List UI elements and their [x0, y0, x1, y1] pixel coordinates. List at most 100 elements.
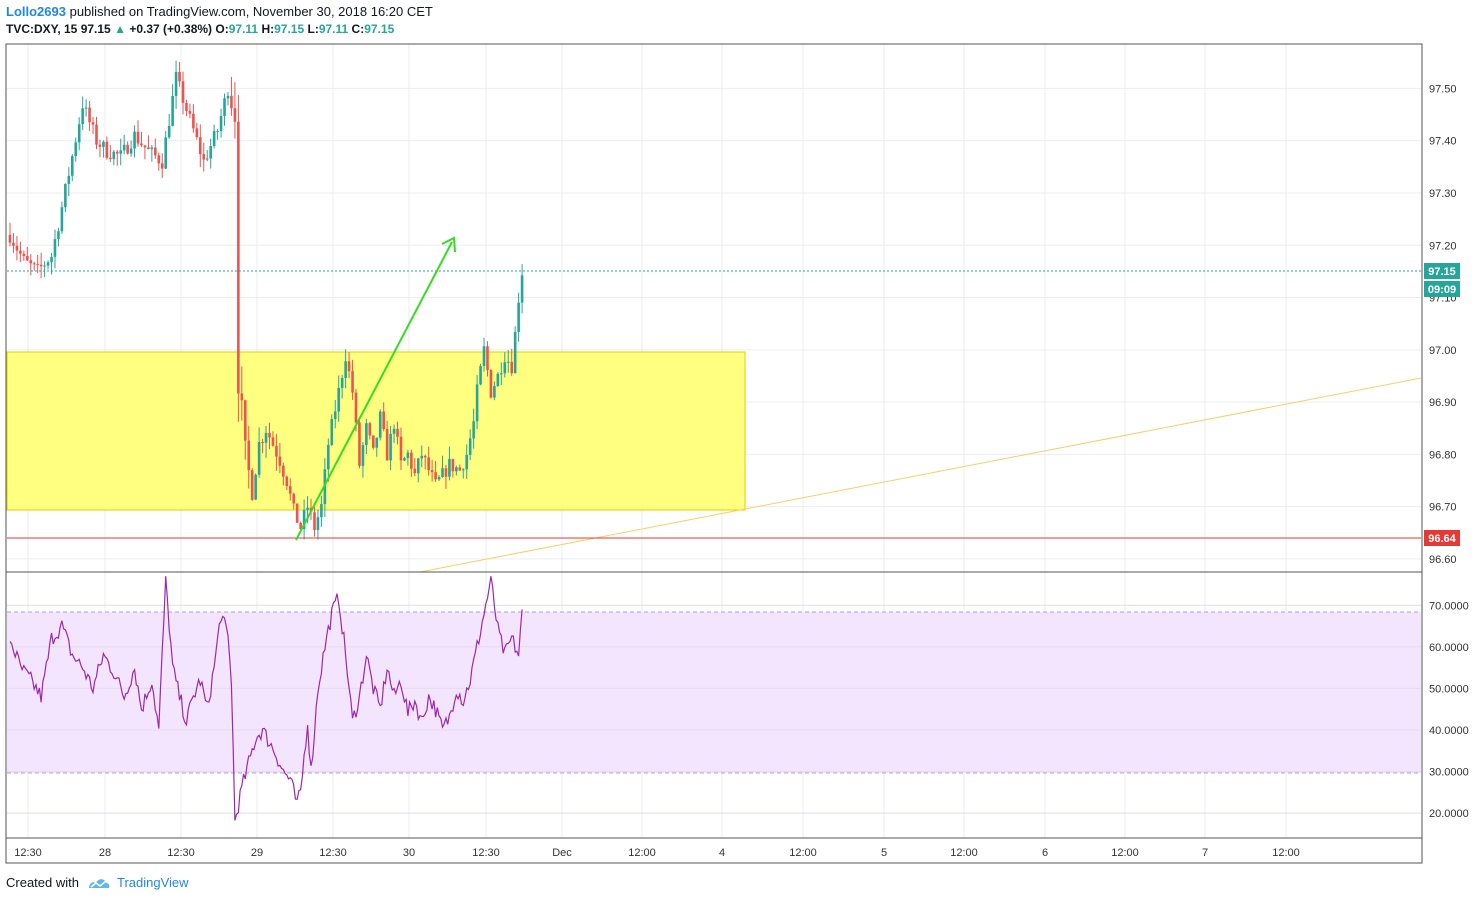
- symbol-label[interactable]: TVC:DXY, 15: [6, 22, 78, 36]
- candle-body: [209, 145, 212, 159]
- time-tick-label: 12:00: [628, 847, 656, 859]
- arrow-shaft: [295, 241, 453, 541]
- candle-body: [385, 429, 389, 461]
- candle-body: [216, 131, 219, 133]
- rsi-band: [7, 612, 1421, 773]
- open-value: 97.11: [228, 22, 259, 36]
- time-axis[interactable]: 12:30 28 12:30 29 12:30 30 12:30 Dec 12:00 4 12:00…: [14, 847, 1300, 859]
- candle-body: [185, 102, 188, 111]
- candle-body: [88, 107, 91, 123]
- candle-body: [167, 125, 171, 138]
- time-tick-label: 6: [1042, 847, 1048, 859]
- price-tick-label: 96.90: [1429, 397, 1457, 409]
- time-tick-label: Dec: [552, 847, 572, 859]
- candle-body: [288, 486, 292, 494]
- candle-body: [399, 436, 403, 461]
- candle-body: [500, 373, 503, 375]
- candle-body: [212, 131, 216, 146]
- candle-body: [250, 470, 254, 500]
- candle-body: [70, 156, 74, 176]
- candle-body: [437, 477, 441, 480]
- candle-body: [226, 95, 230, 99]
- candle-body: [230, 95, 233, 109]
- price-axis[interactable]: 97.5097.4097.3097.2097.1097.0096.9096.80…: [1429, 83, 1457, 565]
- candle-body: [105, 141, 109, 158]
- candle-body: [441, 468, 444, 478]
- candle-body: [36, 263, 39, 265]
- candle-body: [115, 151, 119, 154]
- up-arrow-icon: ▲: [114, 22, 126, 36]
- candle-body: [19, 250, 22, 254]
- price-tick-label: 96.60: [1429, 554, 1457, 566]
- candle-body: [275, 445, 278, 457]
- last-price-badge: 97.15: [1424, 263, 1460, 279]
- open-label: O:: [215, 22, 229, 36]
- candle-body: [119, 150, 123, 154]
- tradingview-logo-icon: [88, 878, 110, 888]
- candle-body: [510, 361, 513, 374]
- candle-body: [147, 147, 150, 150]
- support-zone[interactable]: [6, 351, 746, 511]
- high-label: H:: [261, 22, 275, 36]
- time-tick-label: 5: [881, 847, 887, 859]
- candle-body: [461, 469, 465, 471]
- candle-body: [347, 361, 351, 372]
- price-tick-label: 97.50: [1429, 83, 1457, 95]
- author-link[interactable]: Lollo2693: [6, 4, 66, 19]
- candle-body: [247, 440, 251, 471]
- candle-body: [84, 107, 88, 109]
- candle-body: [493, 386, 496, 398]
- tradingview-link[interactable]: TradingView: [116, 875, 189, 890]
- candle-body: [430, 470, 434, 473]
- projection-arrow[interactable]: [295, 236, 456, 541]
- rsi-tick-label: 40.0000: [1429, 725, 1469, 737]
- candle-body: [475, 384, 479, 422]
- rsi-grid: [7, 604, 1421, 814]
- candle-body: [472, 421, 475, 439]
- candle-body: [95, 124, 98, 145]
- arrow-head-icon: [441, 236, 456, 253]
- candle-body: [261, 441, 264, 443]
- rsi-line: [9, 576, 523, 821]
- candle-body: [136, 131, 140, 144]
- candle-body: [126, 144, 129, 154]
- candle-body: [202, 154, 206, 160]
- time-tick-label: 12:30: [14, 847, 42, 859]
- candle-body: [496, 373, 500, 387]
- candle-body: [199, 137, 202, 155]
- candle-body: [46, 262, 50, 266]
- candle-body: [109, 157, 112, 160]
- candle-body: [344, 361, 347, 378]
- candle-body: [282, 465, 285, 477]
- candle-body: [458, 467, 462, 471]
- candle-body: [292, 493, 296, 504]
- candle-body: [8, 234, 12, 243]
- price-tick-label: 96.70: [1429, 502, 1457, 514]
- candle-body: [517, 302, 520, 332]
- time-tick-label: 12:00: [789, 847, 817, 859]
- publication-line: Lollo2693 published on TradingView.com, …: [6, 4, 433, 19]
- rsi-axis[interactable]: 70.0000 60.0000 50.0000 40.0000 30.0000 20.00…: [1429, 600, 1469, 820]
- footer: Created with TradingView: [6, 875, 189, 890]
- trend-line[interactable]: [419, 377, 1422, 573]
- candle-body: [330, 419, 334, 445]
- candle-body: [451, 459, 455, 472]
- candle-body: [174, 71, 178, 96]
- candle-body: [243, 400, 247, 441]
- high-value: 97.15: [274, 22, 305, 36]
- candle-body: [91, 122, 95, 125]
- candle-body: [320, 504, 323, 518]
- candle-body: [60, 207, 64, 232]
- low-label: L:: [307, 22, 319, 36]
- time-tick-label: 29: [251, 847, 263, 859]
- candle-body: [164, 137, 167, 169]
- countdown-badge: 09:09: [1424, 281, 1460, 297]
- candle-body: [15, 245, 19, 251]
- candle-body: [98, 144, 102, 147]
- candle-body: [240, 393, 244, 401]
- candle-body: [26, 255, 29, 261]
- candle-body: [102, 141, 105, 147]
- candle-body: [112, 151, 116, 160]
- time-tick-label: 12:30: [472, 847, 500, 859]
